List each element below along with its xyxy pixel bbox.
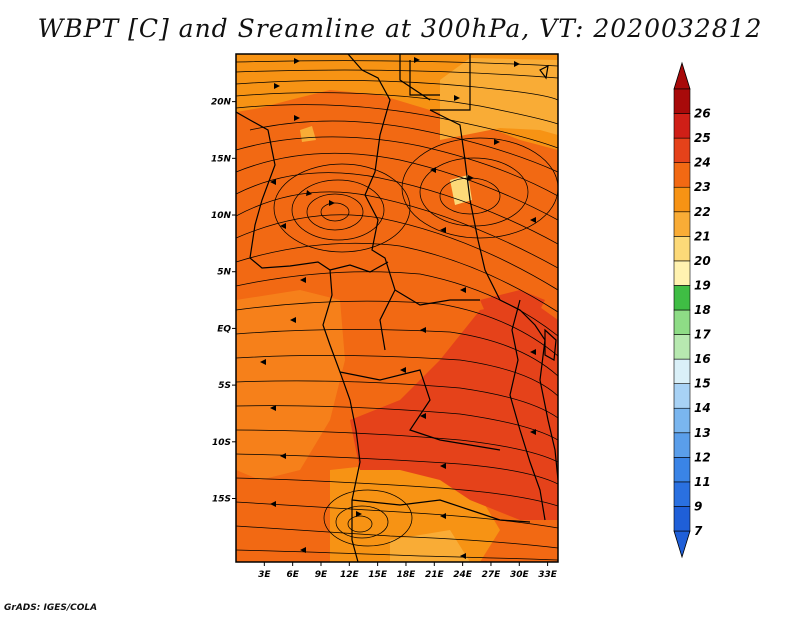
colorbar-swatch [673,383,691,409]
colorbar-swatch [673,481,691,507]
colorbar-swatch [673,186,691,213]
lon-label: 9E [315,570,328,580]
chart-title: WBPT [C] and Sreamline at 300hPa, VT: 20… [37,14,763,43]
lat-label: 15N [211,154,232,164]
lat-label: EQ [217,324,231,334]
colorbar-swatch [673,211,691,237]
colorbar-label: 18 [694,303,711,317]
colorbar-label: 19 [694,278,711,292]
lon-label: 12E [340,570,360,580]
colorbar-max-arrow [673,61,691,90]
colorbar-label: 11 [694,475,711,489]
colorbar-swatch [673,309,691,335]
colorbar-label: 12 [694,450,711,464]
colorbar-label: 13 [694,426,711,440]
lat-label: 5S [218,381,231,391]
wbpt-field-24-southeast [350,300,558,520]
longitude-axis: 3E 6E 9E 12E 15E 18E 21E 24E 27E 30E 33E [258,562,558,580]
lon-label: 30E [510,570,530,580]
colorbar-label: 20 [694,254,711,268]
colorbar-label: 22 [694,205,711,219]
colorbar-swatch [673,88,691,114]
map-plot-area [236,54,558,562]
colorbar-swatch [673,162,691,188]
lat-label: 10S [212,438,231,448]
colorbar-swatch [673,260,691,286]
lon-label: 33E [538,570,558,580]
wbpt-field-21-south [390,530,470,562]
wbpt-field-20-patch [450,175,472,205]
streamlines [236,60,558,561]
colorbar-label: 16 [694,352,711,366]
colorbar-label: 24 [694,156,711,170]
colorbar-min-arrow [673,530,691,559]
colorbar-swatch [673,432,691,458]
colorbar-swatch [673,334,691,360]
colorbar-swatch [673,407,691,434]
colorbar-swatch [673,137,691,163]
wbpt-field-22-west [236,290,345,480]
lon-label: 6E [286,570,299,580]
lat-label: 5N [217,268,231,278]
colorbar-swatch [673,285,691,311]
colorbar-swatch [673,457,691,483]
colorbar-label: 9 [694,499,702,513]
lat-label: 20N [211,98,232,108]
streamline-arrows [260,57,536,559]
lon-label: 3E [258,570,271,580]
lon-label: 18E [397,570,417,580]
colorbar-label: 17 [694,328,711,342]
lon-label: 15E [368,570,388,580]
latitude-axis: 20N 15N 10N 5N EQ 5S 10S 15S [211,98,236,505]
colorbar-label: 21 [694,229,711,243]
colorbar-swatch [673,113,691,139]
colorbar-label: 25 [694,131,711,145]
lat-label: 10N [211,211,232,221]
colorbar-label: 7 [694,524,703,538]
wbpt-field-24-east [480,290,545,335]
colorbar-label: 26 [694,107,711,121]
grads-credit: GrADS: IGES/COLA [4,603,98,613]
colorbar-swatch [673,236,691,262]
colorbar: 7 9 11 12 13 14 15 16 17 18 19 20 21 22 23 24 25 26 [673,61,711,559]
lon-label: 27E [482,570,502,580]
lon-label: 24E [453,570,473,580]
lon-label: 21E [425,570,445,580]
colorbar-swatch [673,506,691,532]
map-frame [235,53,559,563]
colorbar-label: 23 [694,180,711,194]
colorbar-label: 14 [694,401,711,415]
colorbar-label: 15 [694,377,711,391]
colorbar-swatch [673,358,691,384]
lat-label: 15S [212,495,231,505]
